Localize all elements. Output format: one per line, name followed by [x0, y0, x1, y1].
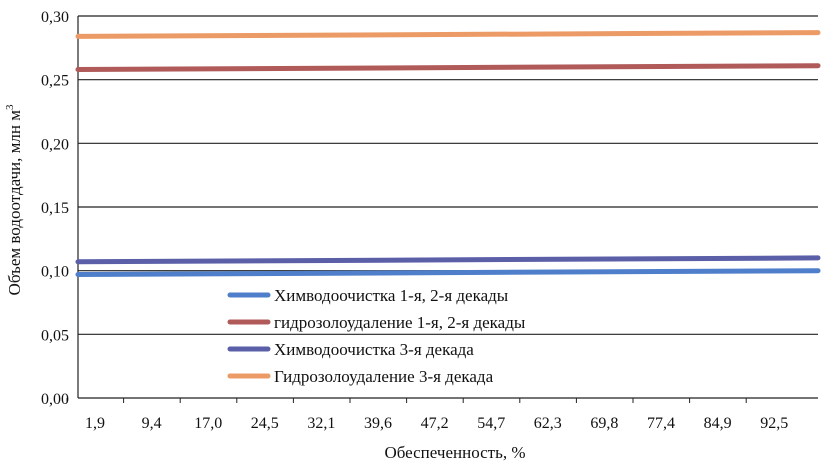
x-tick-label: 17,0	[194, 415, 222, 432]
y-axis-title-text: Объем водоотдачи, млн м	[5, 110, 24, 296]
x-tick-label: 69,8	[590, 415, 618, 432]
x-tick-label: 9,4	[142, 415, 162, 432]
x-tick-label: 1,9	[85, 415, 105, 432]
x-tick-label: 92,5	[760, 415, 788, 432]
x-tick-label: 77,4	[647, 415, 675, 432]
y-tick-label: 0,30	[41, 9, 69, 26]
legend-label: Химводоочистка 3-я декада	[274, 340, 474, 359]
series-line-3	[75, 255, 821, 265]
legend: Химводоочистка 1-я, 2-я декады гидрозолоу…	[227, 286, 526, 386]
legend-label: Химводоочистка 1-я, 2-я декады	[274, 286, 509, 305]
y-tick-label: 0,15	[41, 200, 69, 217]
x-tick-label: 32,1	[307, 415, 335, 432]
series-line-4	[75, 30, 821, 39]
x-tick-label: 39,6	[364, 415, 392, 432]
series-line-2	[75, 63, 821, 72]
x-tick-label: 54,7	[477, 415, 505, 432]
y-tick-label: 0,00	[41, 391, 69, 408]
series-lines	[75, 30, 821, 277]
series-line-1	[75, 268, 821, 277]
x-tick-label: 47,2	[421, 415, 449, 432]
y-axis-title-superscript: 3	[4, 104, 16, 110]
y-tick-label: 0,05	[41, 327, 69, 344]
y-tick-label: 0,20	[41, 136, 69, 153]
x-tick-label: 62,3	[534, 415, 562, 432]
x-tick-label: 84,9	[704, 415, 732, 432]
x-tick-label: 24,5	[251, 415, 279, 432]
x-tick-labels: 1,9 9,4 17,0 24,5 32,1 39,6 47,2 54,7 62,3 69,8 77…	[85, 415, 788, 432]
gridlines	[78, 15, 818, 335]
y-tick-label: 0,10	[41, 264, 69, 281]
y-axis-title: Объем водоотдачи, млн м3	[4, 104, 24, 295]
x-axis-title: Обеспеченность, %	[384, 443, 525, 462]
axes	[66, 16, 818, 403]
legend-label: Гидрозолоудаление 3-я декада	[274, 367, 494, 386]
legend-label: гидрозолоудаление 1-я, 2-я декады	[274, 313, 526, 332]
y-tick-label: 0,25	[41, 73, 69, 90]
y-tick-labels: 0,00 0,05 0,10 0,15 0,20 0,25 0,30	[41, 9, 69, 408]
